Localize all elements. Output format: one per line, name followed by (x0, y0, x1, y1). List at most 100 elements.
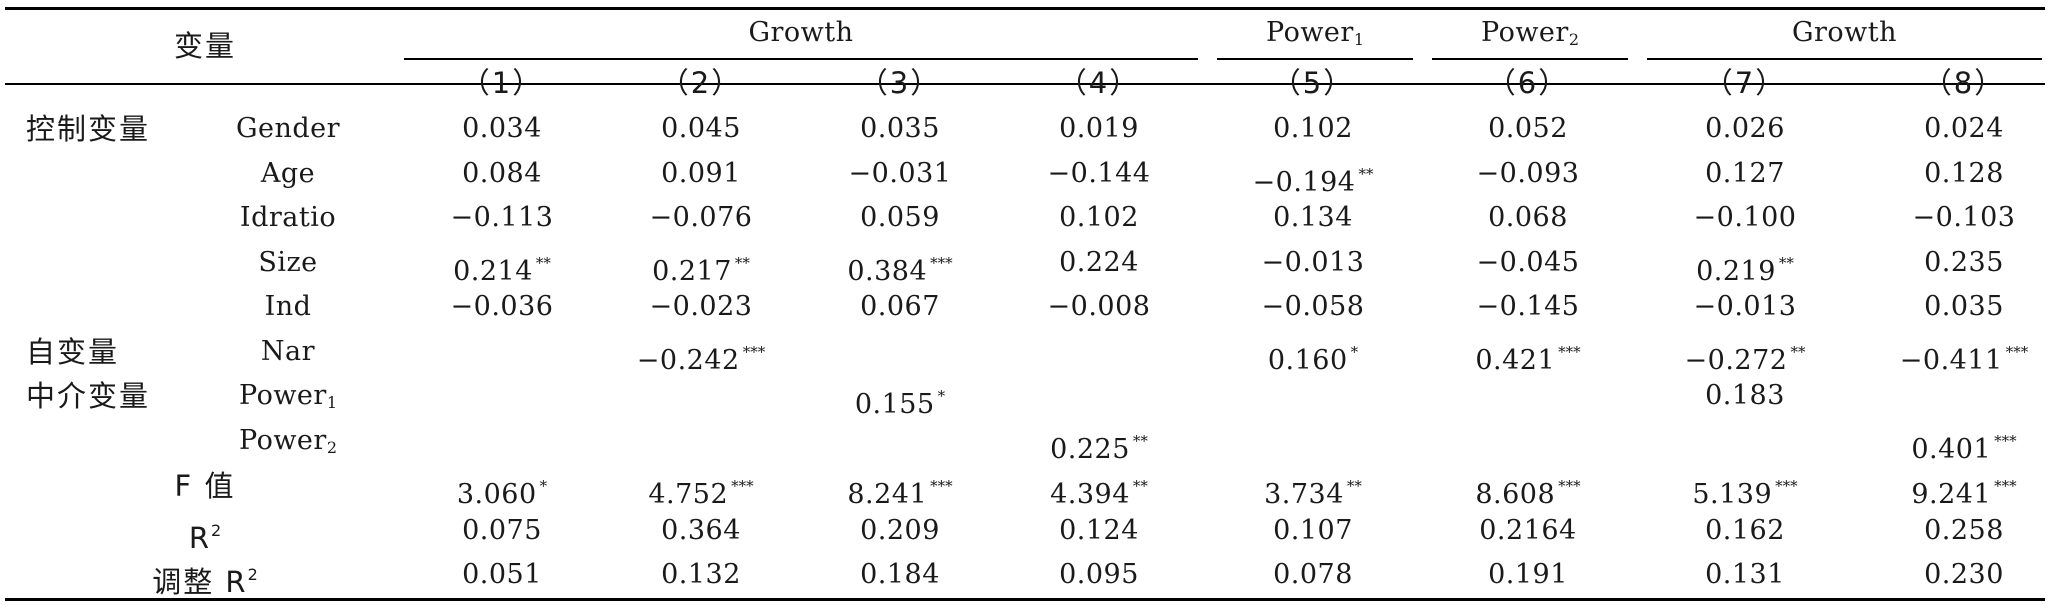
cell-value: 8.608 (1475, 479, 1556, 510)
cell-value: 8.241 (847, 479, 928, 510)
column-header-label: （4） (1057, 66, 1141, 100)
group-header-label: Power (1265, 17, 1354, 48)
stat-cell: 0.131 (1705, 560, 1785, 590)
row-variable-subscript: 2 (326, 438, 338, 457)
stat-cell: 4.394 ** (1050, 471, 1148, 510)
top-rule (5, 7, 2045, 10)
significance-stars: ** (734, 254, 750, 272)
table-cell: 0.134 (1273, 203, 1353, 233)
group-header-2: Power1 (1266, 18, 1364, 55)
cell-value: 0.219 (1696, 256, 1776, 287)
row-variable: Size (258, 248, 317, 278)
table-cell: 0.219 ** (1696, 248, 1794, 287)
stat-cell: 8.241 *** (847, 471, 952, 510)
stat-cell: 0.095 (1059, 560, 1139, 590)
significance-stars: *** (1775, 477, 1798, 495)
table-cell: 0.045 (661, 114, 741, 144)
cell-value: 4.394 (1050, 479, 1130, 510)
stat-label: F 值 (174, 469, 236, 503)
row-variable-label: Idratio (239, 202, 337, 233)
cell-value: 0.045 (661, 113, 741, 144)
column-header-6: （6） (1487, 68, 1569, 98)
cell-value: 5.139 (1692, 479, 1773, 510)
row-variable: Ind (265, 292, 312, 322)
table-cell: −0.411 *** (1900, 337, 2028, 376)
cell-value: 0.224 (1059, 247, 1139, 278)
table-cell: −0.013 (1262, 248, 1365, 278)
row-category-label: 中介变量 (26, 379, 151, 413)
row-variable: Power2 (239, 426, 337, 463)
column-header-8: （8） (1923, 68, 2005, 98)
table-cell: −0.145 (1477, 292, 1580, 322)
table-cell: 0.127 (1705, 159, 1785, 189)
stat-cell: 0.184 (860, 560, 940, 590)
cell-value: 0.235 (1924, 247, 2004, 278)
cell-value: 0.191 (1488, 559, 1568, 590)
row-category-label: 控制变量 (26, 112, 151, 146)
table-cell: −0.008 (1048, 292, 1151, 322)
cell-value: 0.155 (854, 389, 935, 420)
table-cell: 0.091 (661, 159, 741, 189)
column-header-label: （6） (1486, 66, 1570, 100)
cell-value: 0.131 (1705, 559, 1785, 590)
cell-value: 0.183 (1705, 380, 1785, 411)
table-cell: 0.102 (1059, 203, 1139, 233)
row-variable-label: Size (258, 247, 318, 278)
table-cell: 0.224 (1059, 248, 1139, 278)
cell-value: 0.102 (1273, 113, 1353, 144)
row-variable-label: Power (238, 380, 327, 411)
variable-header-label: 变量 (173, 29, 237, 63)
row-variable-label: Power (238, 425, 327, 456)
cell-value: −0.058 (1261, 291, 1365, 322)
column-header-label: （8） (1922, 66, 2006, 100)
stat-cell: 8.608 *** (1475, 471, 1580, 510)
stat-label: 调整 R (152, 565, 248, 599)
table-cell: 0.067 (860, 292, 940, 322)
cell-value: −0.013 (1693, 291, 1797, 322)
cell-value: 0.134 (1273, 202, 1353, 233)
group-header-label: Growth (1791, 17, 1898, 48)
cell-value: 3.060 (456, 479, 537, 510)
group-header-label: Growth (748, 17, 854, 48)
table-cell: 0.068 (1488, 203, 1568, 233)
row-variable-label: Gender (235, 113, 341, 144)
cell-value: −0.013 (1261, 247, 1365, 278)
table-cell: −0.272 ** (1685, 337, 1806, 376)
column-header-label: （7） (1703, 66, 1787, 100)
table-cell: −0.242 *** (637, 337, 765, 376)
significance-stars: * (937, 387, 946, 405)
cell-value: 0.184 (860, 559, 940, 590)
cell-value: −0.242 (636, 345, 740, 376)
cell-value: −0.031 (848, 158, 952, 189)
table-cell: 0.128 (1924, 159, 2004, 189)
cell-value: 0.2164 (1479, 515, 1577, 546)
table-cell: 0.235 (1924, 248, 2004, 278)
cell-value: −0.045 (1476, 247, 1580, 278)
row-category: 自变量 (26, 337, 119, 367)
cell-value: −0.076 (649, 202, 753, 233)
row-variable: Age (261, 159, 315, 189)
column-header-2: （2） (660, 68, 742, 98)
cell-value: 0.095 (1059, 559, 1139, 590)
stat-row-label: 调整 R2 (152, 560, 258, 597)
cell-value: 0.384 (847, 256, 928, 287)
stat-cell: 0.191 (1488, 560, 1568, 590)
group-header-1: Growth (748, 18, 853, 48)
table-cell: 0.217 ** (652, 248, 750, 287)
stat-cell: 0.075 (462, 516, 542, 546)
table-cell: −0.013 (1694, 292, 1797, 322)
column-header-7: （7） (1704, 68, 1786, 98)
cell-value: 0.084 (462, 158, 542, 189)
row-variable: Gender (236, 114, 340, 144)
significance-stars: *** (1994, 432, 2017, 450)
table-cell: 0.052 (1488, 114, 1568, 144)
table-cell: −0.093 (1477, 159, 1580, 189)
cell-value: 0.421 (1475, 345, 1556, 376)
stat-cell: 0.124 (1059, 516, 1139, 546)
cell-value: −0.144 (1047, 158, 1151, 189)
table-cell: 0.401 *** (1911, 426, 2016, 465)
stat-cell: 0.2164 (1479, 516, 1576, 546)
cell-value: 0.067 (860, 291, 940, 322)
group-header-4: Growth (1792, 18, 1897, 48)
group-header-subscript: 2 (1568, 30, 1580, 49)
